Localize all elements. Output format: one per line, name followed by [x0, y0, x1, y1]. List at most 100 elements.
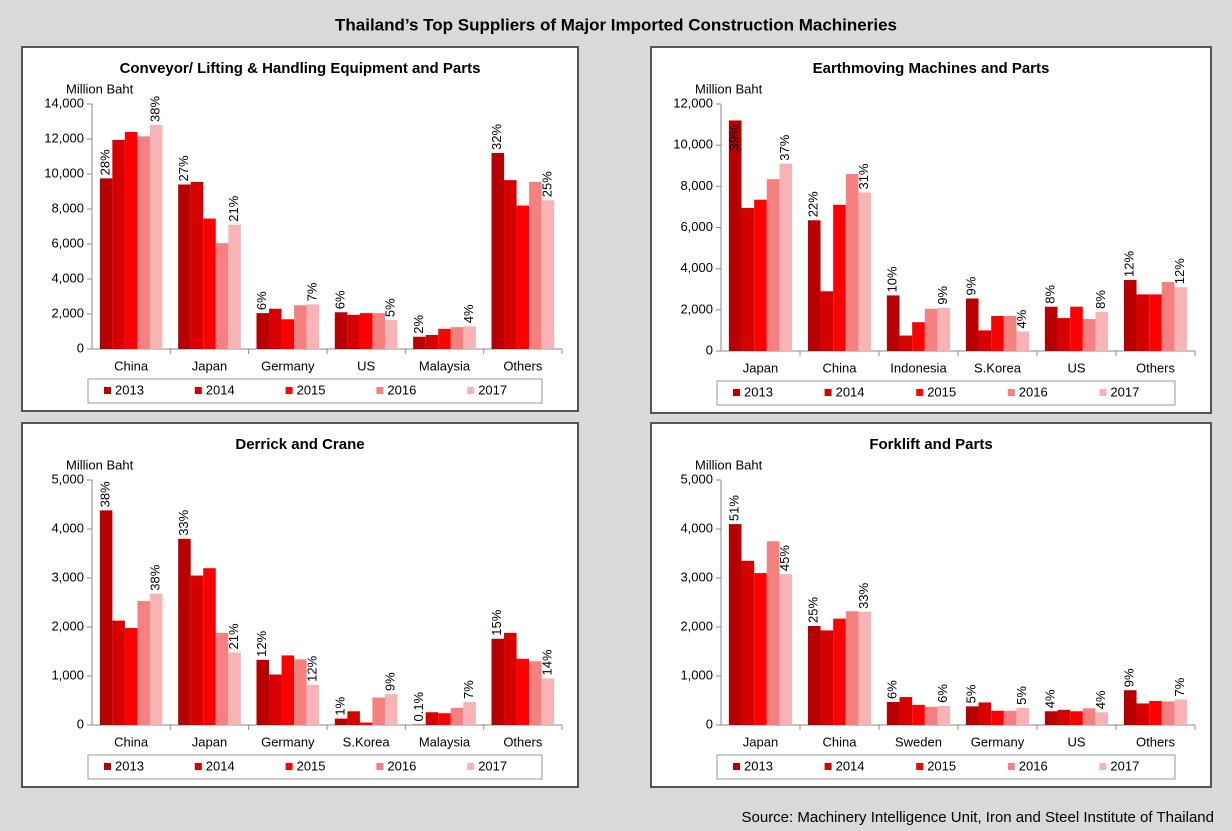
bar — [124, 132, 138, 349]
share-label: 37% — [777, 134, 792, 160]
bar — [1149, 294, 1162, 351]
bar — [728, 524, 742, 725]
legend-swatch — [194, 763, 202, 770]
legend-swatch — [733, 389, 740, 396]
bar — [281, 655, 295, 725]
bar — [306, 304, 320, 349]
bar — [256, 313, 270, 349]
bar — [384, 694, 398, 725]
bar — [203, 218, 216, 349]
bar — [1044, 306, 1058, 351]
y-tick-label: 10,000 — [673, 137, 713, 152]
bar — [438, 328, 451, 349]
legend-swatch — [467, 387, 475, 394]
legend-label: 2015 — [927, 384, 956, 399]
legend-label: 2014 — [836, 758, 865, 773]
y-tick-label: 1,000 — [51, 667, 84, 682]
x-tick-label: Germany — [261, 734, 315, 749]
bar — [766, 541, 780, 725]
share-label: 21% — [226, 623, 241, 649]
share-label: 38% — [148, 564, 163, 590]
bar — [899, 697, 913, 725]
legend-label: 2016 — [387, 758, 416, 773]
share-label: 38% — [98, 481, 113, 507]
share-label: 4% — [1093, 690, 1108, 709]
legend — [87, 754, 543, 780]
x-tick-label: China — [823, 360, 858, 375]
share-label: 10% — [885, 266, 900, 292]
bar — [541, 200, 555, 349]
share-label: 14% — [539, 649, 554, 675]
legend-swatch — [916, 763, 924, 770]
bar — [1044, 711, 1058, 725]
x-tick-label: Germany — [971, 734, 1025, 749]
y-tick-label: 4,000 — [680, 520, 713, 535]
bar — [858, 611, 872, 725]
bar — [178, 538, 191, 725]
bar — [491, 153, 505, 349]
bar — [124, 627, 138, 725]
bar — [334, 312, 348, 349]
share-label: 1% — [333, 696, 348, 715]
legend-swatch — [824, 389, 832, 396]
x-tick-label: Others — [1136, 360, 1176, 375]
bar — [190, 181, 204, 349]
bar — [1082, 708, 1096, 725]
share-label: 6% — [885, 680, 900, 699]
bar — [991, 316, 1004, 351]
y-tick-label: 2,000 — [680, 301, 713, 316]
bar — [1123, 690, 1137, 725]
x-tick-label: Indonesia — [890, 360, 947, 375]
legend-swatch — [733, 763, 740, 770]
legend — [716, 380, 1176, 406]
bar — [413, 336, 426, 349]
bar — [359, 313, 373, 349]
bar — [741, 560, 755, 725]
y-tick-label: 5,000 — [680, 471, 713, 486]
x-tick-label: Japan — [743, 734, 778, 749]
x-tick-label: Others — [503, 734, 543, 749]
bar — [845, 173, 859, 351]
bar — [99, 178, 113, 349]
legend-swatch — [376, 387, 384, 394]
bar — [886, 701, 900, 725]
legend-label: 2013 — [744, 384, 773, 399]
share-label: 6% — [935, 684, 950, 703]
bar — [807, 220, 821, 351]
bar — [754, 573, 767, 725]
share-label: 21% — [226, 195, 241, 221]
bar — [978, 330, 992, 351]
chart-title: Conveyor/ Lifting & Handling Equipment a… — [120, 60, 481, 77]
share-label: 0.1% — [411, 691, 426, 721]
bar — [137, 601, 150, 725]
share-label: 27% — [176, 155, 191, 181]
bar — [754, 199, 767, 351]
y-tick-label: 0 — [77, 340, 84, 355]
chart-title: Earthmoving Machines and Parts — [813, 60, 1050, 77]
x-tick-label: China — [823, 734, 858, 749]
legend-swatch — [824, 763, 832, 770]
bar — [807, 626, 821, 725]
y-tick-label: 1,000 — [680, 667, 713, 682]
share-label: 4% — [461, 304, 476, 323]
bar — [766, 179, 780, 351]
x-tick-label: S.Korea — [974, 360, 1022, 375]
bar — [965, 706, 979, 725]
bar — [1149, 700, 1162, 725]
y-tick-label: 4,000 — [680, 260, 713, 275]
y-tick-label: 4,000 — [51, 270, 84, 285]
bar — [137, 136, 150, 349]
bar — [886, 295, 900, 351]
bar — [112, 139, 125, 349]
bar — [833, 618, 846, 725]
bar — [450, 707, 464, 725]
bar — [912, 704, 925, 725]
y-tick-label: 12,000 — [673, 95, 713, 110]
figure-title: Thailand’s Top Suppliers of Major Import… — [335, 15, 897, 34]
bar — [425, 712, 439, 725]
share-label: 5% — [383, 298, 398, 317]
bar — [1070, 306, 1083, 351]
bar — [228, 652, 241, 725]
y-tick-label: 10,000 — [44, 165, 84, 180]
